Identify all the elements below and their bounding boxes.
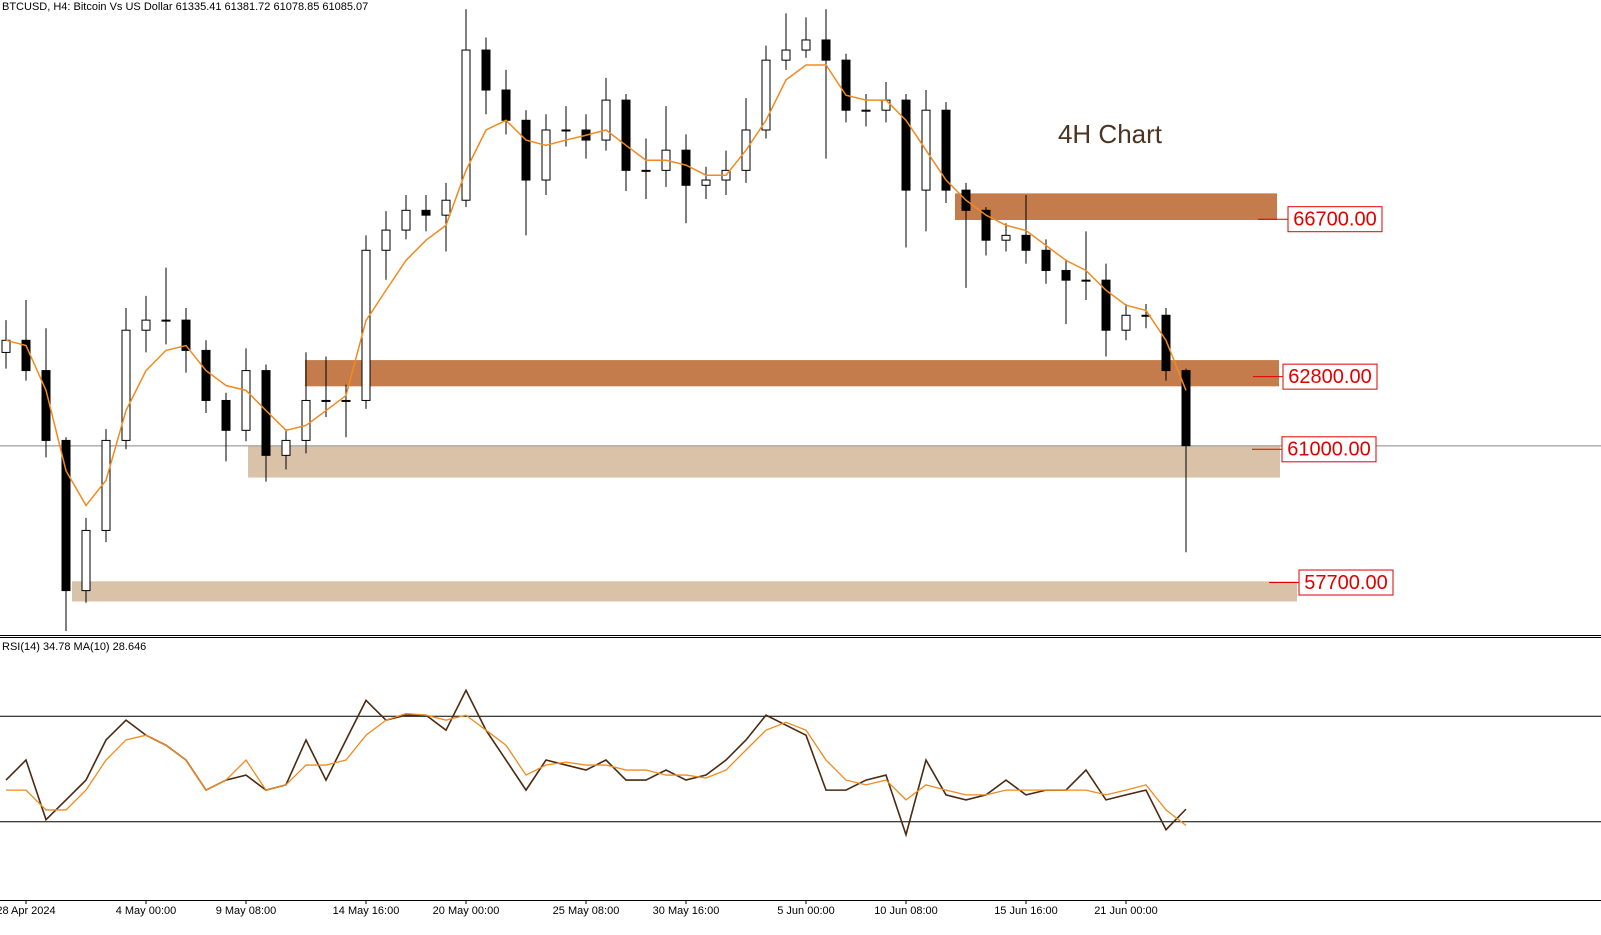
x-tick-label: 9 May 08:00: [216, 905, 277, 917]
level-label: 57700.00: [1304, 572, 1387, 594]
candle-body: [781, 49, 791, 61]
candle-body: [101, 439, 111, 531]
candle-body: [821, 39, 831, 61]
zone: [72, 581, 1297, 602]
candle-body: [841, 59, 851, 111]
candle-body: [461, 49, 471, 201]
x-tick-label: 28 Apr 2024: [0, 905, 56, 917]
candle-body: [861, 109, 871, 112]
candle-body: [301, 399, 311, 441]
x-tick-label: 15 Jun 16:00: [994, 905, 1058, 917]
candle-body: [641, 169, 651, 172]
candle-body: [541, 129, 551, 181]
x-tick-label: 4 May 00:00: [116, 905, 177, 917]
candle-body: [881, 99, 891, 111]
candle-body: [41, 370, 51, 441]
candle-body: [601, 99, 611, 141]
candle-body: [981, 209, 991, 241]
x-tick-label: 14 May 16:00: [333, 905, 400, 917]
chart-title: 4H Chart: [1058, 119, 1163, 149]
candle-body: [401, 209, 411, 231]
candle-body: [1061, 269, 1071, 281]
candle-body: [1081, 279, 1091, 282]
zone: [955, 193, 1277, 221]
candle-body: [441, 199, 451, 216]
candle-body: [1041, 249, 1051, 271]
x-tick-label: 10 Jun 08:00: [874, 905, 938, 917]
x-tick-label: 30 May 16:00: [653, 905, 720, 917]
candle-body: [901, 99, 911, 191]
candle-body: [141, 319, 151, 331]
level-label-box: [1287, 206, 1383, 233]
candle-body: [61, 439, 71, 592]
candle-body: [221, 399, 231, 431]
candle-body: [321, 399, 331, 402]
candle-body: [281, 439, 291, 456]
symbol-header: BTCUSD, H4: Bitcoin Vs US Dollar 61335.4…: [2, 1, 368, 13]
x-tick-label: 20 May 00:00: [433, 905, 500, 917]
candle-body: [121, 329, 131, 441]
level-label-box: [1298, 569, 1394, 596]
candle-body: [1181, 370, 1191, 447]
moving-average: [5, 64, 1187, 507]
rsi-header: RSI(14) 34.78 MA(10) 28.646: [2, 641, 146, 653]
level-label: 61000.00: [1287, 439, 1370, 461]
candle-body: [561, 129, 571, 132]
zone: [248, 446, 1280, 478]
level-label-box: [1281, 436, 1377, 463]
candle-body: [341, 399, 351, 402]
candle-body: [481, 49, 491, 91]
candle-body: [1001, 234, 1011, 241]
candle-body: [1161, 314, 1171, 372]
candle-body: [941, 109, 951, 191]
level-label-box: [1282, 363, 1378, 390]
candle-body: [421, 209, 431, 216]
candle-body: [161, 319, 171, 322]
candle-body: [361, 249, 371, 401]
candle-body: [621, 99, 631, 171]
candle-body: [501, 89, 511, 121]
candle-body: [261, 370, 271, 456]
candle-body: [1101, 279, 1111, 331]
rsi-ma-line: [6, 712, 1187, 827]
candle-body: [521, 119, 531, 181]
level-label: 62800.00: [1288, 366, 1371, 388]
candle-body: [1021, 234, 1031, 251]
zone: [305, 360, 1279, 387]
candle-body: [1, 339, 11, 353]
x-tick-label: 25 May 08:00: [553, 905, 620, 917]
candle-body: [1121, 314, 1131, 331]
candle-body: [81, 529, 91, 592]
candle-body: [241, 370, 251, 431]
candle-body: [801, 39, 811, 51]
candle-body: [201, 349, 211, 401]
x-tick-label: 21 Jun 00:00: [1094, 905, 1158, 917]
candle-body: [381, 229, 391, 251]
candle-body: [181, 319, 191, 351]
candle-body: [701, 179, 711, 186]
candle-body: [681, 149, 691, 186]
x-tick-label: 5 Jun 00:00: [777, 905, 835, 917]
candle-body: [761, 59, 771, 131]
level-label: 66700.00: [1293, 208, 1376, 230]
